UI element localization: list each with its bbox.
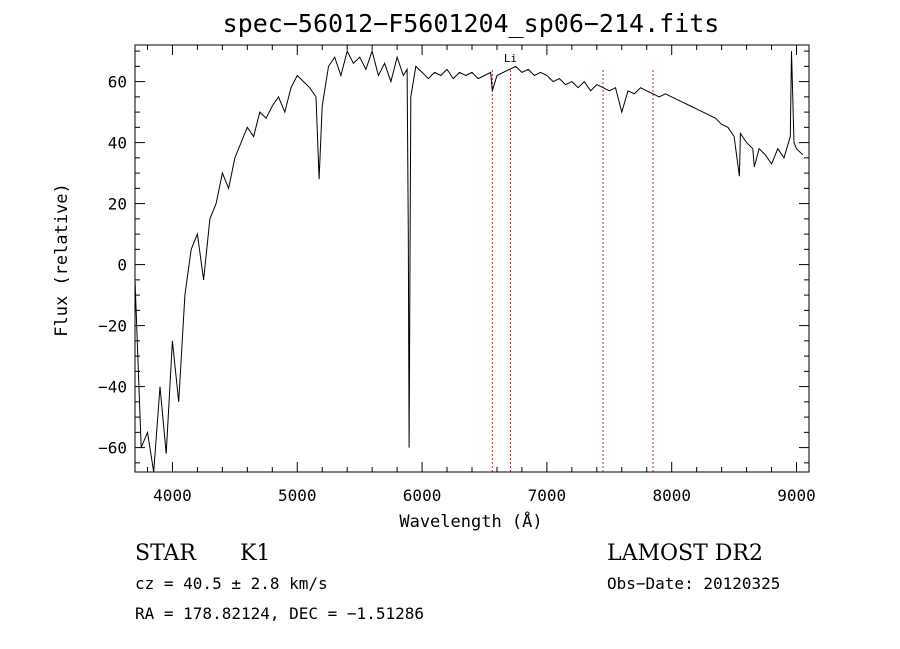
spectrum-line [134,49,804,473]
survey-label: LAMOST DR2 [607,541,763,566]
y-tick-label: −40 [98,378,127,397]
y-tick-label: 20 [108,195,127,214]
x-tick-label: 9000 [777,486,816,505]
redshift-label: cz = 40.5 ± 2.8 km/s [135,574,328,593]
plot-frame [134,44,810,473]
object-class-label: STAR [135,541,197,566]
x-tick-label: 8000 [652,486,691,505]
coordinates-label: RA = 178.82124, DEC = −1.51286 [135,604,424,623]
x-tick-label: 7000 [528,486,567,505]
obs-date-label: Obs−Date: 20120325 [607,574,780,593]
y-tick-label: 40 [108,134,127,153]
spectral-line-markers: Li [491,52,654,472]
line-marker-label: Li [504,52,517,65]
x-tick-label: 5000 [278,486,317,505]
x-axis-label: Wavelength (Å) [399,510,542,532]
y-tick-label: −20 [98,317,127,336]
y-tick-label: 60 [108,73,127,92]
chart-title: spec−56012−F5601204_sp06−214.fits [223,9,720,38]
y-axis-label: Flux (relative) [52,183,72,337]
axis-ticks: 4000 5000 6000 7000 8000 9000 −60 −40 −20 0 20 40 60 [98,45,816,505]
y-tick-label: −60 [98,439,127,458]
spectrum-series [134,49,804,473]
x-tick-label: 4000 [153,486,192,505]
y-tick-label: 0 [117,256,127,275]
x-tick-label: 6000 [403,486,442,505]
subclass-label: K1 [240,541,270,566]
